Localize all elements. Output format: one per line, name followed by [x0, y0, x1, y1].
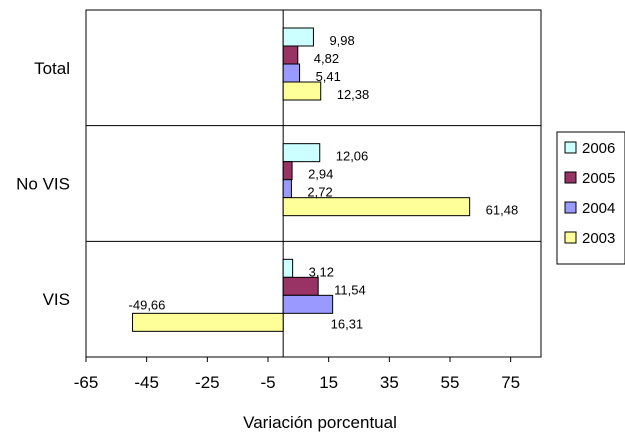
value-label: -49,66 [129, 297, 166, 312]
bar-2006-total [282, 27, 314, 47]
bar-2003-no-vis [282, 197, 471, 217]
bar-2004-no-vis [282, 179, 292, 199]
x-tick-label: -45 [134, 373, 159, 392]
x-tick-label: 15 [319, 373, 338, 392]
value-label: 3,12 [309, 264, 334, 279]
legend-swatch-2003 [564, 231, 577, 244]
bar-2004-total [282, 63, 301, 83]
value-label: 9,98 [329, 33, 354, 48]
category-label: No VIS [16, 175, 70, 194]
category-label: VIS [43, 290, 70, 309]
value-labels: 9,984,825,4112,3812,062,942,7261,483,121… [129, 33, 519, 331]
bar-2006-no-vis [282, 143, 321, 163]
legend-swatch-2006 [564, 141, 577, 154]
x-tick-label: -5 [260, 373, 275, 392]
category-label: Total [34, 59, 70, 78]
bar-2006-vis [282, 258, 294, 278]
value-label: 16,31 [331, 316, 364, 331]
bar-2005-no-vis [282, 161, 293, 181]
bar-2005-vis [282, 276, 319, 296]
value-label: 5,41 [316, 69, 341, 84]
x-axis: -65 -45 -25 -5 15 35 55 75 [74, 357, 520, 392]
legend: 2006 2005 2004 2003 [556, 131, 625, 265]
value-label: 11,54 [334, 282, 366, 297]
value-label: 12,38 [337, 87, 370, 102]
x-tick-label: 75 [501, 373, 520, 392]
bar-2005-total [282, 45, 299, 65]
value-label: 12,06 [336, 149, 369, 164]
x-tick-label: -25 [195, 373, 220, 392]
legend-label-2003: 2003 [582, 230, 615, 247]
category-axis: Total No VIS VIS [16, 59, 70, 309]
bar-2004-vis [282, 294, 334, 314]
value-label: 61,48 [486, 203, 519, 218]
value-label: 4,82 [314, 51, 339, 66]
x-tick-label: 35 [380, 373, 399, 392]
legend-label-2005: 2005 [582, 170, 615, 187]
x-tick-label: 55 [441, 373, 460, 392]
value-label: 2,72 [307, 185, 332, 200]
legend-swatch-2004 [564, 201, 577, 214]
value-label: 2,94 [308, 167, 333, 182]
x-tick-label: -65 [74, 373, 99, 392]
bar-2003-total [282, 81, 322, 101]
legend-swatch-2005 [564, 171, 577, 184]
x-axis-title: Variación porcentual [243, 413, 397, 432]
bars [132, 27, 471, 332]
legend-label-2006: 2006 [582, 140, 615, 157]
legend-label-2004: 2004 [582, 200, 615, 217]
bar-2003-vis [132, 312, 284, 332]
